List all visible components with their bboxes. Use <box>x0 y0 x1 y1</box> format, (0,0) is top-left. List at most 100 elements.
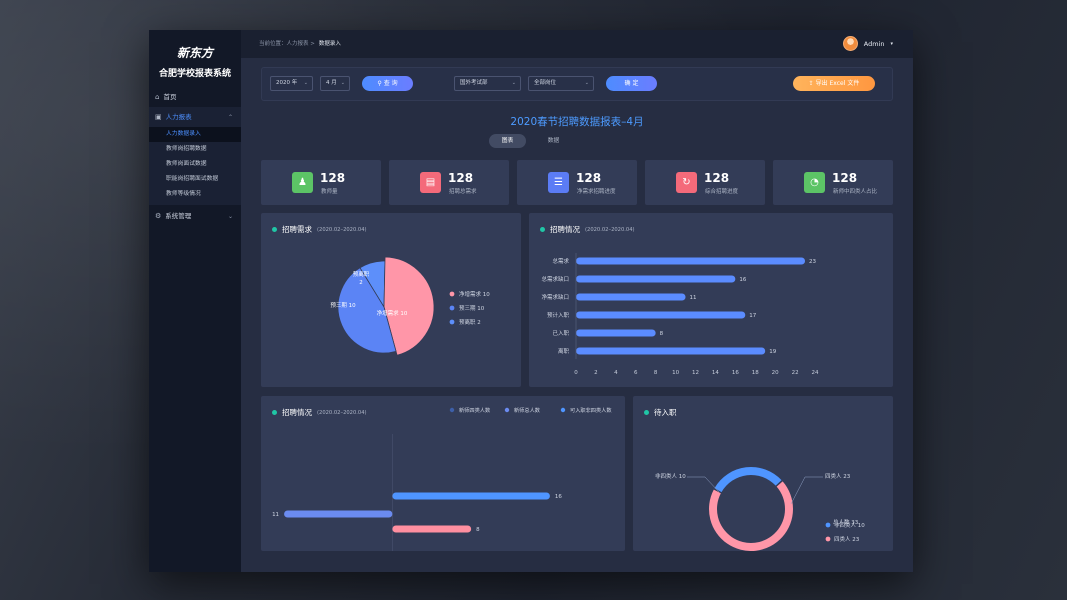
legend-dot <box>449 319 455 325</box>
panel-title: 招聘需求 (2020.02–2020.04) <box>272 224 367 235</box>
sidebar-sub-hr-data-entry[interactable]: 人力数据录入 <box>149 127 241 142</box>
bar <box>576 311 746 319</box>
legend-dot <box>825 536 831 542</box>
legend-label: 净增需求 10 <box>459 290 490 298</box>
x-tick-label: 14 <box>712 370 719 376</box>
stat-label: 综合招聘进度 <box>705 189 739 195</box>
pie-label: 预离职 <box>353 270 370 278</box>
panel-pending: 待入职 非四类人 10 四类人 23 非四类人 10 四类人 23 总人数 33 <box>633 396 893 551</box>
dot-icon <box>272 410 277 415</box>
stat-card-net-progress: ☰ 128 净需求招聘进度 <box>517 160 637 205</box>
legend-label: 非四类人 10 <box>834 521 865 529</box>
sidebar-item-system[interactable]: ⚙ 系统管理 ⌄ <box>149 205 241 227</box>
gear-icon: ⚙ <box>155 211 162 220</box>
department-select[interactable]: 国外考试部 ⌄ <box>454 76 521 91</box>
chevron-down-icon: ⌄ <box>340 80 345 86</box>
pie-slice-0 <box>383 256 435 356</box>
chevron-down-icon: ⌄ <box>303 80 308 86</box>
search-icon: ⚲ <box>377 80 384 87</box>
position-select[interactable]: 全部岗位 ⌄ <box>528 76 594 91</box>
bar-value-label: 17 <box>749 313 756 319</box>
x-tick-label: 18 <box>752 370 759 376</box>
bar-value-label: 8 <box>476 527 480 533</box>
sidebar-sub-teacher-level[interactable]: 教师等级情况 <box>166 191 201 197</box>
teacher-icon: ♟ <box>292 172 313 193</box>
tab-chart[interactable]: 图表 <box>489 134 526 148</box>
topbar: 当前位置：人力报表 > 数据录入 Admin ▾ <box>241 30 913 58</box>
breadcrumb-current[interactable]: 数据录入 <box>318 41 341 47</box>
callout-label: 非四类人 10 <box>655 472 686 480</box>
bar <box>576 347 766 355</box>
stat-card-teachers: ♟ 128 教师量 <box>261 160 381 205</box>
query-button[interactable]: ⚲ 查 询 <box>362 76 413 91</box>
folder-icon: ▣ <box>155 112 162 121</box>
panel-title: 招聘情况 (2020.02–2020.04) <box>540 224 635 235</box>
sidebar: 新东方 合肥学校报表系统 ⌂ 首页 ▣ 人力报表 ⌃ 人力数据录入 教师岗招聘数… <box>149 30 241 572</box>
legend-label: 新师四类人数 <box>459 406 491 414</box>
month-select[interactable]: 4 月 ⌄ <box>320 76 350 91</box>
brand-logo: 新东方 <box>176 46 213 60</box>
pie-label: 净增需求 10 <box>377 309 408 317</box>
x-tick-label: 12 <box>692 370 699 376</box>
user-menu[interactable]: Admin ▾ <box>842 36 893 51</box>
panel-recruit-status: 招聘情况 (2020.02–2020.04) 总需求 23 总需求缺口 16 净需求缺口 1… <box>529 213 893 387</box>
legend-dot <box>825 522 831 528</box>
breadcrumb-prefix: 当前位置：人力报表 > <box>259 41 315 47</box>
x-tick-label: 24 <box>812 370 819 376</box>
donut-total: 总人数 33 <box>833 520 859 526</box>
sidebar-sub-function-recruit[interactable]: 职能岗招聘面试数据 <box>166 176 219 182</box>
pie-label: 预三期 10 <box>330 301 356 309</box>
stat-card-category-ratio: ◔ 128 新师中四类人占比 <box>773 160 893 205</box>
pie-chart-icon: ◔ <box>804 172 825 193</box>
chevron-down-icon: ⌄ <box>584 80 589 86</box>
chevron-down-icon: ⌄ <box>511 80 516 86</box>
legend-dot <box>504 407 510 413</box>
stat-label: 教师量 <box>321 189 338 195</box>
export-excel-button[interactable]: ⇪ 导出 Excel 文件 <box>793 76 875 91</box>
bar-value-label: 11 <box>690 295 697 301</box>
category-label: 净需求缺口 <box>541 293 569 301</box>
legend-dot <box>560 407 566 413</box>
pie-label: 2 <box>359 280 363 286</box>
panel-recruit-demand: 招聘需求 (2020.02–2020.04) 净增需求 10 预三期 10 预离职 2 净… <box>261 213 521 387</box>
bar-value-label: 16 <box>739 277 746 283</box>
panel-title: 招聘情况 (2020.02–2020.04) <box>272 407 367 418</box>
year-select[interactable]: 2020 年 ⌄ <box>270 76 313 91</box>
user-name: Admin <box>863 39 885 48</box>
panel-recruit-status-2: 招聘情况 (2020.02–2020.04) 新师四类人数 新师总人数 可入职非四类人… <box>261 396 625 551</box>
x-tick-label: 16 <box>732 370 739 376</box>
legend-label: 新师总人数 <box>514 406 541 414</box>
legend-label: 预离职 2 <box>459 318 481 326</box>
panel-title: 待入职 <box>644 407 677 418</box>
sidebar-nav: ⌂ 首页 ▣ 人力报表 ⌃ 人力数据录入 教师岗招聘数据 教师岗面试数据 职能岗… <box>149 88 241 227</box>
donut-slice-1 <box>709 481 793 551</box>
x-tick-label: 22 <box>792 370 799 376</box>
x-tick-label: 0 <box>574 370 578 376</box>
sidebar-item-hr[interactable]: ▣ 人力报表 ⌃ <box>149 107 241 127</box>
dot-icon <box>272 227 277 232</box>
bar <box>392 492 550 500</box>
sidebar-sub-teacher-interview[interactable]: 教师岗面试数据 <box>166 161 207 167</box>
legend-label: 可入职非四类人数 <box>570 406 612 414</box>
stat-label: 净需求招聘进度 <box>577 189 616 195</box>
x-tick-label: 10 <box>672 370 679 376</box>
confirm-button[interactable]: 确 定 <box>606 76 657 91</box>
legend-dot <box>449 291 455 297</box>
avatar <box>842 36 858 51</box>
tab-data[interactable]: 数据 <box>547 138 560 144</box>
bar-value-label: 19 <box>769 349 776 355</box>
sidebar-sub-teacher-recruit[interactable]: 教师岗招聘数据 <box>166 146 207 152</box>
refresh-icon: ↻ <box>676 172 697 193</box>
category-label: 已入职 <box>552 330 569 337</box>
chevron-up-icon: ⌃ <box>227 113 233 121</box>
sidebar-item-label: 系统管理 <box>165 211 192 220</box>
stat-label: 新师中四类人占比 <box>833 189 878 195</box>
caret-down-icon: ▾ <box>890 40 893 47</box>
legend-dot <box>449 305 455 311</box>
sidebar-item-home[interactable]: ⌂ 首页 <box>149 88 241 107</box>
report-title: 2020春节招聘数据报表–4月 <box>510 116 644 128</box>
export-icon: ⇪ <box>808 80 816 87</box>
bar-chart-2: 新师四类人数新师总人数可入职非四类人数16118–4–2024681012141… <box>272 406 612 551</box>
sidebar-group-hr: ▣ 人力报表 ⌃ 人力数据录入 教师岗招聘数据 教师岗面试数据 职能岗招聘面试数… <box>149 107 241 205</box>
